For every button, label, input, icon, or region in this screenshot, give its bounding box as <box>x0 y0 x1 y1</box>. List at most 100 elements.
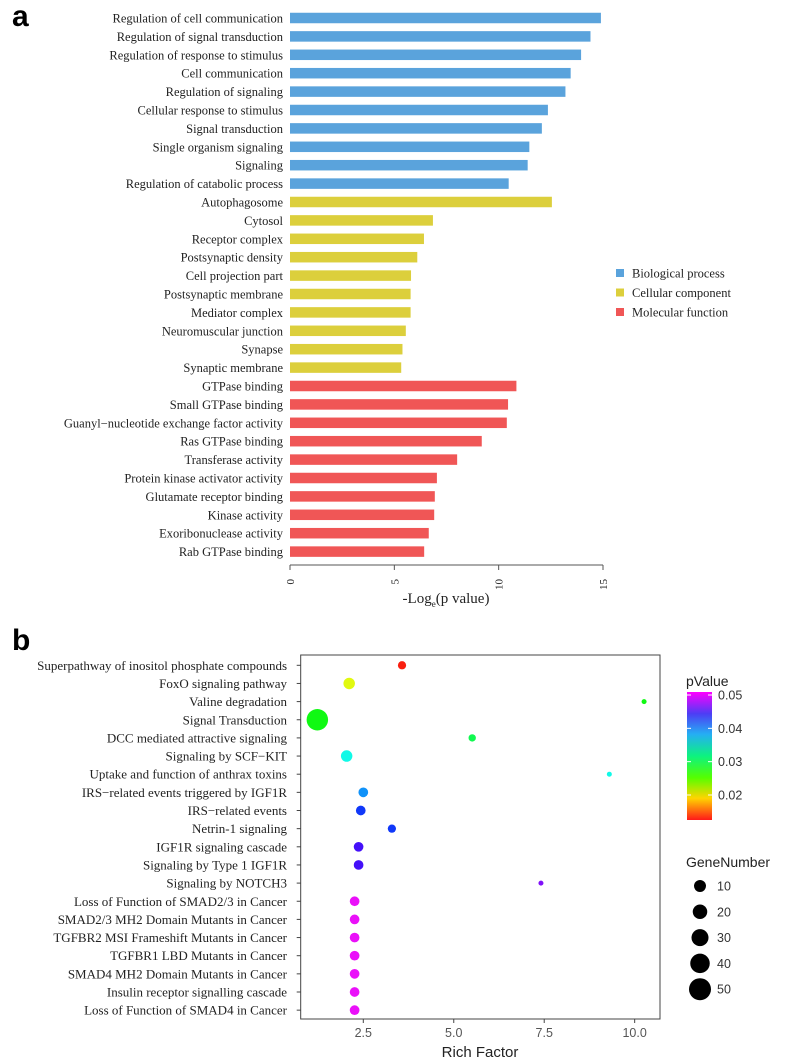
bar-label: Exoribonuclease activity <box>159 527 284 541</box>
bubble <box>355 805 366 816</box>
bar <box>290 509 435 521</box>
bubble <box>641 699 647 705</box>
legend-label: Biological process <box>632 267 725 281</box>
legend-label: Molecular function <box>632 306 729 320</box>
bar-label: Regulation of catabolic process <box>126 177 283 191</box>
bubble <box>349 969 360 979</box>
bar-label: Autophagosome <box>201 196 283 210</box>
bubble <box>349 1005 360 1015</box>
x-tick-label: 15 <box>598 579 610 591</box>
bar-label: Signaling <box>235 159 284 173</box>
color-legend-title: pValue <box>686 673 729 689</box>
y-tick-label: TGFBR1 LBD Mutants in Cancer <box>110 948 288 963</box>
bar <box>290 546 425 557</box>
bubble <box>349 914 360 925</box>
bar-label: Cell projection part <box>186 269 284 283</box>
bar <box>290 159 528 171</box>
bar <box>290 343 403 355</box>
x-axis-title-subscript: e <box>432 599 436 609</box>
x-axis-title: -Loge(p value) <box>403 591 490 609</box>
bar-label: Postsynaptic density <box>181 251 284 265</box>
bar <box>290 527 429 539</box>
y-tick-label: SMAD2/3 MH2 Domain Mutants in Cancer <box>58 912 288 927</box>
bar <box>290 491 435 502</box>
bubble <box>349 950 360 961</box>
bar <box>290 288 411 300</box>
bar-label: Cell communication <box>181 67 283 81</box>
size-legend-label: 50 <box>717 983 731 997</box>
bubble <box>306 709 329 731</box>
bubble <box>387 824 397 833</box>
bar <box>290 178 509 189</box>
panel-b-bubble-chart: Superpathway of inositol phosphate compo… <box>37 654 770 1059</box>
bar <box>290 380 517 392</box>
x-tick-label: 10.0 <box>622 1026 646 1040</box>
y-tick-label: Signaling by SCF−KIT <box>166 749 288 764</box>
size-legend-title: GeneNumber <box>686 854 770 870</box>
color-legend-label: 0.02 <box>718 788 742 802</box>
y-tick-label: Loss of Function of SMAD4 in Cancer <box>84 1003 288 1018</box>
bubble <box>538 880 544 886</box>
size-legend-dot <box>692 904 708 920</box>
x-axis-title-main: -Log <box>403 591 433 607</box>
panel-a-label: a <box>12 0 29 33</box>
bar-label: Protein kinase activator activity <box>124 472 283 486</box>
bar <box>290 270 412 281</box>
bar <box>290 251 418 263</box>
bar <box>290 49 582 61</box>
size-legend-label: 30 <box>717 931 731 945</box>
legend-label: Cellular component <box>632 286 731 300</box>
bubble <box>353 860 364 870</box>
y-tick-label: Signaling by NOTCH3 <box>166 876 287 891</box>
color-legend-label: 0.03 <box>718 755 742 769</box>
x-axis-title-rest: (p value) <box>436 591 490 607</box>
size-legend-dot <box>689 978 711 1001</box>
y-tick-label: Superpathway of inositol phosphate compo… <box>37 658 287 673</box>
x-tick-label: 10 <box>494 579 506 591</box>
y-tick-label: SMAD4 MH2 Domain Mutants in Cancer <box>68 966 288 981</box>
bubble <box>353 841 364 852</box>
x-axis-title: Rich Factor <box>442 1044 519 1059</box>
panel-b-label: b <box>12 624 30 657</box>
color-legend-label: 0.05 <box>718 689 742 703</box>
bar <box>290 196 552 208</box>
y-tick-label: Netrin-1 signaling <box>192 821 287 836</box>
bar <box>290 307 411 318</box>
bar <box>290 454 458 465</box>
bubble <box>349 932 360 943</box>
size-legend-label: 40 <box>717 957 731 971</box>
y-tick-label: TGFBR2 MSI Frameshift Mutants in Cancer <box>53 930 287 945</box>
x-tick-label: 2.5 <box>355 1026 372 1040</box>
legend-swatch <box>616 269 624 277</box>
panel-a-bar-chart: Regulation of cell communication Regulati… <box>64 12 732 610</box>
bar-label: Cytosol <box>244 214 283 228</box>
y-tick-label: IRS−related events <box>188 803 287 818</box>
bar-label: Postsynaptic membrane <box>164 288 284 302</box>
bar <box>290 104 548 116</box>
bar-label: Ras GTPase binding <box>180 435 284 449</box>
bar-label: Cellular response to stimulus <box>138 104 284 118</box>
plot-frame <box>300 654 661 1020</box>
bar-label: Synaptic membrane <box>183 361 283 375</box>
size-legend-dot <box>694 880 706 892</box>
bar <box>290 233 424 245</box>
bar-label: Neuromuscular junction <box>162 324 284 338</box>
bar <box>290 472 437 484</box>
bar-label: Synapse <box>241 343 283 357</box>
bar-label: Kinase activity <box>208 508 284 522</box>
x-tick-label: 7.5 <box>536 1026 553 1040</box>
y-tick-label: IRS−related events triggered by IGF1R <box>82 785 288 800</box>
bar-label: Glutamate receptor binding <box>146 490 284 504</box>
bar-label: Regulation of response to stimulus <box>109 48 283 62</box>
bubble <box>397 661 407 670</box>
y-tick-label: Signal Transduction <box>183 712 288 727</box>
y-tick-label: DCC mediated attractive signaling <box>107 730 288 745</box>
bar-label: Guanyl−nucleotide exchange factor activi… <box>64 416 284 430</box>
bubble <box>343 677 355 690</box>
y-tick-label: Valine degradation <box>189 694 287 709</box>
x-tick-label: 0 <box>285 579 297 585</box>
bar <box>290 12 601 24</box>
bar-label: Transferase activity <box>185 453 284 467</box>
